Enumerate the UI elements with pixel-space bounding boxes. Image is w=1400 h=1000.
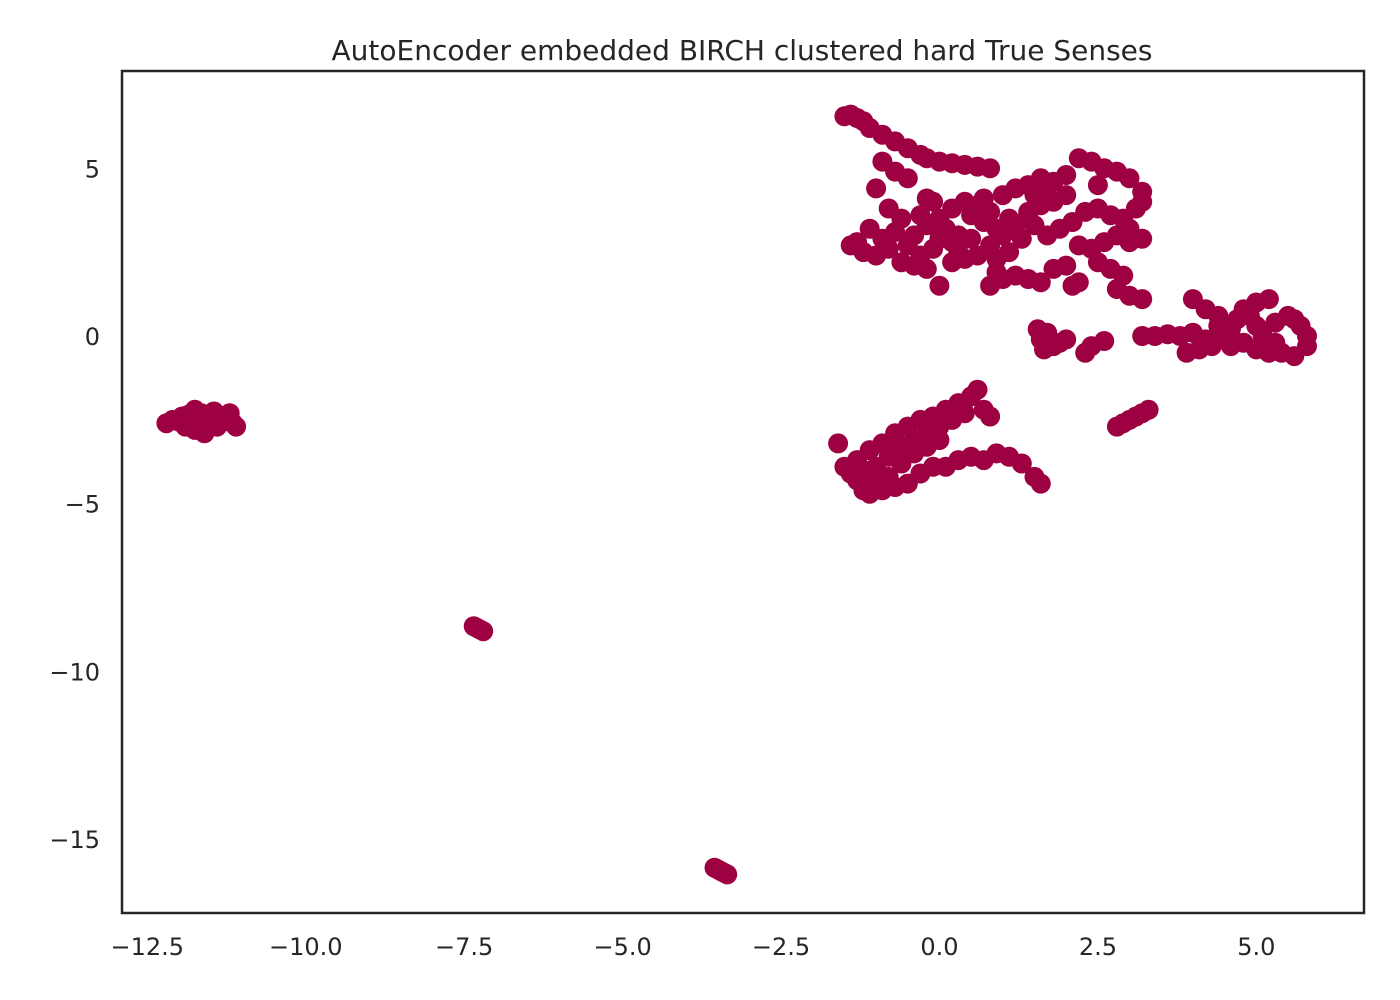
x-tick-label: −5.0: [593, 933, 651, 961]
x-tick-label: −12.5: [111, 933, 185, 961]
y-tick-label: 0: [85, 323, 100, 351]
scatter-point: [1119, 168, 1140, 189]
scatter-point: [1030, 473, 1051, 494]
scatter-point: [929, 275, 950, 296]
x-tick-label: 2.5: [1079, 933, 1117, 961]
scatter-point: [910, 205, 931, 226]
scatter-point: [961, 228, 982, 249]
scatter-point: [1027, 319, 1048, 340]
scatter-point: [1208, 305, 1229, 326]
scatter-point: [878, 238, 899, 259]
scatter-point: [1132, 181, 1153, 202]
scatter-point: [954, 403, 975, 424]
scatter-point: [942, 198, 963, 219]
scatter-point: [916, 258, 937, 279]
scatter-point: [828, 433, 849, 454]
x-tick-label: −7.5: [435, 933, 493, 961]
scatter-point: [1265, 312, 1286, 333]
scatter-point: [1094, 331, 1115, 351]
x-axis-ticks: −12.5 −10.0 −7.5 −5.0 −2.5 0.0 2.5 5.0: [111, 933, 1276, 961]
scatter-point: [973, 188, 994, 209]
x-tick-label: 0.0: [920, 933, 958, 961]
scatter-point: [859, 218, 880, 239]
scatter-point: [1220, 336, 1241, 357]
y-tick-label: −10: [49, 659, 100, 687]
scatter-point: [916, 436, 937, 457]
scatter-points: [156, 104, 1317, 885]
scatter-point: [226, 416, 247, 437]
y-tick-label: −5: [65, 491, 100, 519]
scatter-point: [866, 178, 887, 199]
scatter-point: [1011, 228, 1032, 249]
scatter-point: [1176, 342, 1197, 363]
x-tick-label: −10.0: [269, 933, 343, 961]
scatter-point: [1056, 329, 1077, 350]
scatter-point: [834, 106, 855, 127]
scatter-point: [1037, 178, 1058, 199]
scatter-point: [473, 621, 494, 642]
scatter-point: [897, 168, 918, 189]
chart-title: AutoEncoder embedded BIRCH clustered har…: [332, 34, 1153, 67]
scatter-point: [1068, 235, 1089, 256]
scatter-point: [1265, 332, 1286, 353]
axes-frame: [120, 69, 1366, 915]
scatter-point: [897, 235, 918, 256]
scatter-point: [1056, 165, 1077, 185]
y-axis-ticks: 5 0 −5 −10 −15: [49, 155, 100, 854]
scatter-point: [1011, 453, 1032, 474]
scatter-point: [986, 248, 1007, 269]
scatter-point: [1034, 339, 1054, 360]
scatter-point: [175, 411, 196, 432]
scatter-point: [923, 191, 944, 212]
scatter-point: [878, 466, 899, 487]
scatter-point: [1043, 258, 1064, 279]
scatter-point: [194, 418, 215, 439]
scatter-point: [980, 406, 1001, 427]
scatter-point: [1233, 299, 1254, 320]
scatter-point: [967, 379, 988, 400]
scatter-point: [999, 208, 1020, 229]
scatter-point: [717, 864, 738, 885]
scatter-point: [1132, 228, 1153, 249]
x-tick-label: −2.5: [752, 933, 810, 961]
scatter-point: [1106, 416, 1127, 437]
scatter-point: [1068, 272, 1089, 293]
scatter-point: [980, 158, 1001, 179]
scatter-point: [1132, 289, 1153, 310]
scatter-point: [1087, 175, 1108, 196]
y-tick-label: 5: [85, 155, 100, 183]
x-tick-label: 5.0: [1237, 933, 1275, 961]
y-tick-label: −15: [49, 826, 100, 854]
